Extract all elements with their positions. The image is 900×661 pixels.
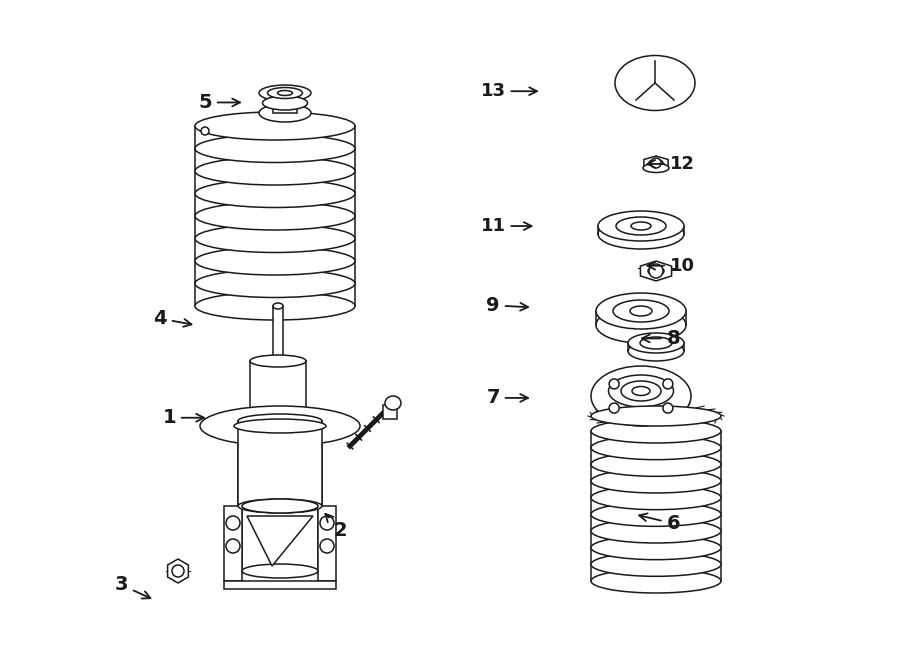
Polygon shape <box>224 581 336 589</box>
Ellipse shape <box>195 202 355 230</box>
Polygon shape <box>247 516 313 566</box>
Text: 5: 5 <box>198 93 240 112</box>
Polygon shape <box>641 261 671 281</box>
Ellipse shape <box>234 419 326 433</box>
Circle shape <box>609 403 619 413</box>
Ellipse shape <box>385 396 401 410</box>
Ellipse shape <box>640 337 672 349</box>
Ellipse shape <box>591 452 721 477</box>
Ellipse shape <box>273 358 283 364</box>
Ellipse shape <box>649 159 663 167</box>
Ellipse shape <box>591 436 721 459</box>
Ellipse shape <box>596 293 686 329</box>
Text: 12: 12 <box>647 155 695 173</box>
Circle shape <box>172 565 184 577</box>
Text: 10: 10 <box>647 256 695 275</box>
Bar <box>224 506 242 581</box>
Ellipse shape <box>195 225 355 253</box>
Ellipse shape <box>250 420 306 432</box>
Bar <box>273 93 297 113</box>
Ellipse shape <box>591 419 721 443</box>
Ellipse shape <box>267 87 302 98</box>
Ellipse shape <box>632 387 650 395</box>
Ellipse shape <box>238 414 322 428</box>
Ellipse shape <box>195 134 355 163</box>
Text: 4: 4 <box>153 309 192 328</box>
Ellipse shape <box>591 486 721 510</box>
Circle shape <box>320 516 334 530</box>
Circle shape <box>649 264 663 278</box>
Ellipse shape <box>195 292 355 320</box>
Bar <box>238 421 322 506</box>
Circle shape <box>663 403 673 413</box>
Bar <box>238 421 322 506</box>
Text: 3: 3 <box>115 576 150 598</box>
Ellipse shape <box>631 222 651 230</box>
Ellipse shape <box>616 217 666 235</box>
Ellipse shape <box>259 85 311 101</box>
Bar <box>273 306 283 361</box>
Circle shape <box>663 379 673 389</box>
Ellipse shape <box>250 355 306 367</box>
Ellipse shape <box>598 211 684 241</box>
Ellipse shape <box>591 502 721 526</box>
Ellipse shape <box>263 96 308 110</box>
Ellipse shape <box>591 519 721 543</box>
Bar <box>250 361 306 426</box>
Ellipse shape <box>259 104 311 122</box>
Bar <box>242 506 318 571</box>
Ellipse shape <box>591 569 721 593</box>
Ellipse shape <box>630 306 652 316</box>
Text: 8: 8 <box>642 329 680 348</box>
Ellipse shape <box>591 406 721 426</box>
Ellipse shape <box>195 247 355 275</box>
Circle shape <box>609 379 619 389</box>
Circle shape <box>651 158 661 168</box>
Ellipse shape <box>201 127 209 135</box>
Polygon shape <box>644 156 668 170</box>
Ellipse shape <box>242 499 318 513</box>
Ellipse shape <box>643 163 669 173</box>
Circle shape <box>226 516 240 530</box>
Ellipse shape <box>591 553 721 576</box>
Polygon shape <box>167 559 188 583</box>
Ellipse shape <box>615 56 695 110</box>
Bar <box>318 506 336 581</box>
Ellipse shape <box>277 91 292 95</box>
Ellipse shape <box>273 303 283 309</box>
Text: 6: 6 <box>639 514 680 533</box>
Ellipse shape <box>238 499 322 513</box>
Ellipse shape <box>195 112 355 140</box>
Circle shape <box>226 539 240 553</box>
Ellipse shape <box>591 469 721 493</box>
Ellipse shape <box>648 266 664 276</box>
Text: 11: 11 <box>481 217 532 235</box>
Bar <box>383 405 397 419</box>
Ellipse shape <box>242 564 318 578</box>
Ellipse shape <box>613 300 669 322</box>
Ellipse shape <box>608 375 673 407</box>
Circle shape <box>320 539 334 553</box>
Ellipse shape <box>200 406 360 446</box>
Ellipse shape <box>591 366 691 426</box>
Text: 9: 9 <box>487 296 528 315</box>
Text: 2: 2 <box>326 514 347 539</box>
Text: 1: 1 <box>162 408 204 427</box>
Ellipse shape <box>195 157 355 185</box>
Ellipse shape <box>591 535 721 560</box>
Ellipse shape <box>195 270 355 297</box>
Text: 7: 7 <box>487 389 528 407</box>
Ellipse shape <box>628 333 684 353</box>
Ellipse shape <box>195 180 355 208</box>
Text: 13: 13 <box>481 82 537 100</box>
Ellipse shape <box>621 381 661 401</box>
